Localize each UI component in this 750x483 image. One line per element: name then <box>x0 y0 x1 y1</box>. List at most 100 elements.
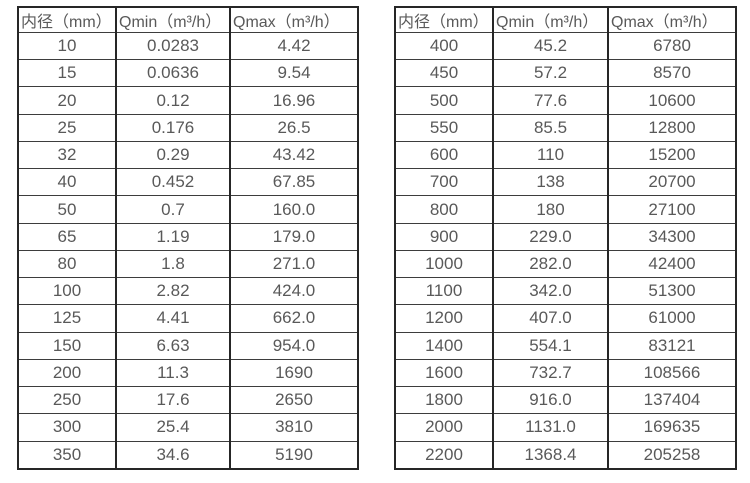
table-cell: 26.5 <box>229 113 359 142</box>
table-cell: 271.0 <box>229 249 359 279</box>
table-row: 350 34.6 5190 <box>17 440 359 470</box>
table-row: 40 0.452 67.85 <box>17 168 359 197</box>
table-row: 15 0.0636 9.54 <box>17 59 359 88</box>
table-cell: 110 <box>492 140 609 170</box>
table-row: 1400 554.1 83121 <box>394 331 737 360</box>
table-cell: 1368.4 <box>492 440 609 470</box>
table-cell: 15200 <box>607 140 737 170</box>
table-cell: 45.2 <box>492 31 609 61</box>
table-cell: 282.0 <box>492 249 609 279</box>
table-row: 100 2.82 424.0 <box>17 277 359 306</box>
table-row: 25 0.176 26.5 <box>17 113 359 142</box>
table-cell: 4.42 <box>229 31 359 61</box>
table-cell: 1200 <box>394 304 494 333</box>
column-header: Qmax（m³/h） <box>229 6 359 33</box>
table-row: 800 180 27100 <box>394 195 737 224</box>
table-cell: 6.63 <box>115 331 231 360</box>
table-cell: 400 <box>394 31 494 61</box>
table-row: 500 77.6 10600 <box>394 86 737 115</box>
table-row: 150 6.63 954.0 <box>17 331 359 360</box>
table-cell: 424.0 <box>229 277 359 306</box>
table-cell: 0.7 <box>115 195 231 224</box>
table-cell: 34300 <box>607 222 737 251</box>
table-cell: 800 <box>394 195 494 224</box>
column-header: Qmax（m³/h） <box>607 6 737 33</box>
table-cell: 954.0 <box>229 331 359 360</box>
table-cell: 350 <box>17 440 117 470</box>
table-cell: 65 <box>17 222 117 251</box>
table-cell: 17.6 <box>115 386 231 415</box>
table-cell: 10600 <box>607 86 737 115</box>
table-cell: 67.85 <box>229 168 359 197</box>
table-cell: 1690 <box>229 358 359 388</box>
table-cell: 83121 <box>607 331 737 360</box>
table-cell: 250 <box>17 386 117 415</box>
table-cell: 10 <box>17 31 117 61</box>
table-cell: 1400 <box>394 331 494 360</box>
column-header: 内径（mm） <box>17 6 117 33</box>
table-cell: 20700 <box>607 168 737 197</box>
table-cell: 125 <box>17 304 117 333</box>
table-row: 80 1.8 271.0 <box>17 249 359 279</box>
table-row: 300 25.4 3810 <box>17 413 359 442</box>
table-cell: 1800 <box>394 386 494 415</box>
table-cell: 205258 <box>607 440 737 470</box>
table-cell: 150 <box>17 331 117 360</box>
header-row: 内径（mm） Qmin（m³/h） Qmax（m³/h） <box>17 6 359 33</box>
table-cell: 8570 <box>607 59 737 88</box>
table-cell: 25.4 <box>115 413 231 442</box>
table-row: 1100 342.0 51300 <box>394 277 737 306</box>
table-row: 1200 407.0 61000 <box>394 304 737 333</box>
table-cell: 34.6 <box>115 440 231 470</box>
table-row: 450 57.2 8570 <box>394 59 737 88</box>
table-cell: 1.8 <box>115 249 231 279</box>
table-cell: 2650 <box>229 386 359 415</box>
table-cell: 160.0 <box>229 195 359 224</box>
table-row: 250 17.6 2650 <box>17 386 359 415</box>
table-cell: 32 <box>17 140 117 170</box>
table-cell: 500 <box>394 86 494 115</box>
table-cell: 6780 <box>607 31 737 61</box>
table-cell: 57.2 <box>492 59 609 88</box>
table-cell: 450 <box>394 59 494 88</box>
table-cell: 9.54 <box>229 59 359 88</box>
table-cell: 12800 <box>607 113 737 142</box>
table-cell: 11.3 <box>115 358 231 388</box>
table-cell: 1131.0 <box>492 413 609 442</box>
table-row: 32 0.29 43.42 <box>17 140 359 170</box>
table-cell: 108566 <box>607 358 737 388</box>
table-cell: 916.0 <box>492 386 609 415</box>
table-cell: 1.19 <box>115 222 231 251</box>
table-cell: 51300 <box>607 277 737 306</box>
table-cell: 40 <box>17 168 117 197</box>
column-header: Qmin（m³/h） <box>115 6 231 33</box>
table-cell: 16.96 <box>229 86 359 115</box>
table-cell: 342.0 <box>492 277 609 306</box>
table-cell: 407.0 <box>492 304 609 333</box>
table-cell: 15 <box>17 59 117 88</box>
table-row: 65 1.19 179.0 <box>17 222 359 251</box>
table-cell: 2.82 <box>115 277 231 306</box>
table-cell: 77.6 <box>492 86 609 115</box>
table-cell: 600 <box>394 140 494 170</box>
table-cell: 3810 <box>229 413 359 442</box>
table-row: 20 0.12 16.96 <box>17 86 359 115</box>
table-cell: 0.452 <box>115 168 231 197</box>
table-row: 50 0.7 160.0 <box>17 195 359 224</box>
table-row: 700 138 20700 <box>394 168 737 197</box>
table-cell: 554.1 <box>492 331 609 360</box>
table-cell: 61000 <box>607 304 737 333</box>
table-cell: 5190 <box>229 440 359 470</box>
table-cell: 137404 <box>607 386 737 415</box>
table-row: 600 110 15200 <box>394 140 737 170</box>
table-cell: 20 <box>17 86 117 115</box>
table-cell: 0.29 <box>115 140 231 170</box>
table-cell: 80 <box>17 249 117 279</box>
table-cell: 50 <box>17 195 117 224</box>
table-cell: 25 <box>17 113 117 142</box>
table-cell: 550 <box>394 113 494 142</box>
flow-rate-table-large-diameters: 内径（mm） Qmin（m³/h） Qmax（m³/h） 400 45.2 6780 45… <box>394 6 737 470</box>
table-cell: 0.12 <box>115 86 231 115</box>
table-cell: 0.0636 <box>115 59 231 88</box>
table-row: 125 4.41 662.0 <box>17 304 359 333</box>
